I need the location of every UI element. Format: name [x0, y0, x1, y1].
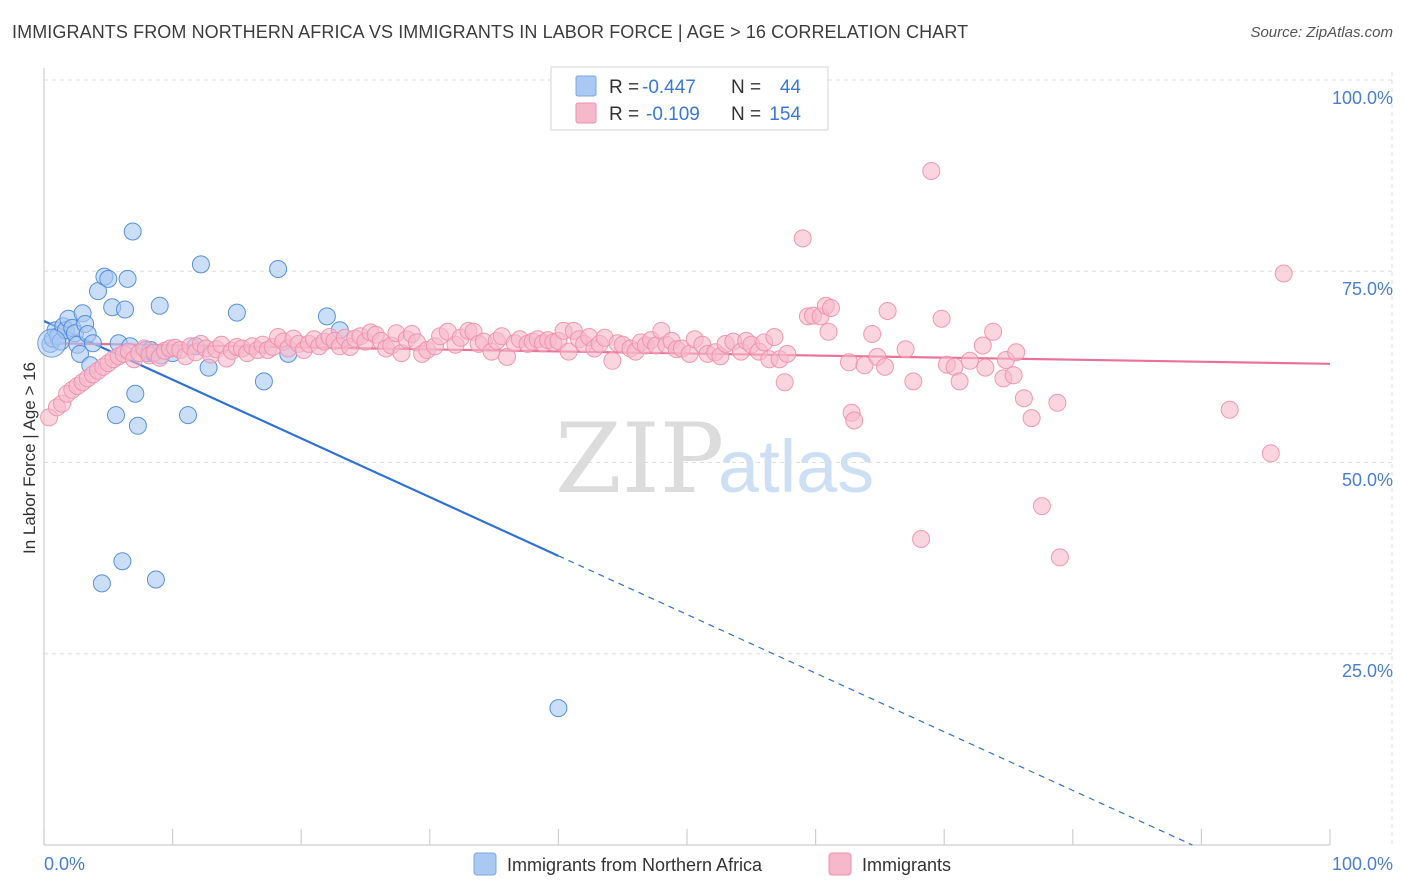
point-northern-africa-20	[99, 269, 118, 288]
chart-title: IMMIGRANTS FROM NORTHERN AFRICA VS IMMIG…	[12, 22, 969, 42]
stats-r-value-pink: -0.109	[646, 104, 700, 125]
point-northern-africa-22	[107, 406, 125, 425]
point-northern-africa-35	[146, 570, 165, 589]
point-immigrants-159	[950, 372, 969, 391]
stats-r-label-blue: R =	[609, 77, 639, 98]
point-immigrants-137	[793, 229, 812, 248]
point-northern-africa-24	[113, 552, 132, 571]
point-immigrants-169	[1022, 409, 1041, 428]
trend-lines	[43, 319, 1331, 846]
point-immigrants-150	[876, 357, 894, 376]
point-immigrants-171	[1048, 393, 1067, 412]
stats-box: R = -0.447 N = 44 R = -0.109 N = 154	[550, 66, 829, 131]
x-tick-label-max: 100.0%	[1332, 854, 1393, 874]
legend-swatch-immigrants	[828, 852, 852, 876]
point-immigrants-166	[1004, 366, 1023, 385]
point-immigrants-135	[775, 373, 794, 392]
trend-line-northern-africa-extrapolated	[558, 555, 1193, 846]
point-northern-africa-37	[150, 296, 169, 315]
point-immigrants-105	[603, 351, 622, 370]
point-northern-africa-26	[118, 269, 137, 288]
legend-label-northern-africa: Immigrants from Northern Africa	[507, 855, 763, 875]
point-immigrants-161	[973, 336, 992, 355]
point-northern-africa-49	[549, 699, 568, 718]
point-immigrants-175	[1274, 264, 1293, 283]
point-immigrants-97	[559, 342, 578, 361]
point-immigrants-170	[1032, 497, 1051, 516]
stats-box-frame	[550, 66, 829, 131]
stats-n-value-pink: 154	[769, 104, 801, 125]
point-northern-africa-30	[128, 416, 147, 435]
point-immigrants-136	[778, 344, 797, 363]
watermark-atlas: atlas	[718, 425, 874, 508]
stats-r-value-blue: -0.447	[642, 77, 696, 98]
point-northern-africa-16	[83, 334, 102, 353]
source-label: Source: ZipAtlas.com	[1250, 24, 1393, 41]
x-tick-label-min: 0.0%	[44, 854, 85, 874]
point-northern-africa-18	[92, 574, 111, 593]
point-immigrants-147	[855, 356, 874, 375]
point-immigrants-162	[976, 358, 995, 377]
point-immigrants-173	[1220, 400, 1239, 419]
point-immigrants-163	[984, 322, 1003, 341]
y-tick-label-25: 25.0%	[1342, 661, 1393, 681]
legend: Immigrants from Northern Africa Immigran…	[473, 852, 951, 876]
point-northern-africa-44	[254, 372, 273, 391]
axes	[43, 68, 1331, 846]
y-tick-label-75: 75.0%	[1342, 279, 1393, 299]
stats-n-label-blue: N =	[731, 77, 761, 98]
point-northern-africa-cluster	[37, 328, 67, 358]
point-immigrants-160	[960, 351, 979, 370]
point-immigrants-144	[840, 353, 858, 372]
point-northern-africa-11	[71, 344, 89, 363]
point-immigrants-154	[912, 530, 931, 548]
y-tick-label-50: 50.0%	[1342, 470, 1393, 490]
point-northern-africa-29	[126, 384, 145, 403]
gridlines	[44, 72, 1393, 845]
legend-label-immigrants: Immigrants	[862, 855, 951, 875]
point-immigrants-156	[932, 309, 951, 328]
watermark-zip: ZIP	[555, 403, 724, 515]
point-immigrants-174	[1261, 444, 1280, 463]
legend-swatch-northern-africa	[473, 852, 497, 876]
point-immigrants-168	[1014, 389, 1033, 408]
point-immigrants-167	[1007, 343, 1026, 362]
point-immigrants-143	[822, 299, 840, 317]
point-immigrants-133	[765, 328, 784, 346]
data-points	[37, 162, 1293, 718]
point-immigrants-86	[498, 347, 516, 366]
y-tick-label-100: 100.0%	[1332, 88, 1393, 108]
point-immigrants-153	[904, 372, 923, 391]
stats-r-label-pink: R =	[609, 104, 639, 125]
point-northern-africa-39	[179, 406, 197, 425]
point-northern-africa-47	[317, 307, 336, 326]
stats-swatch-blue	[575, 75, 597, 97]
stats-n-label-pink: N =	[731, 104, 761, 125]
point-immigrants-142	[819, 322, 838, 341]
point-northern-africa-45	[269, 260, 288, 278]
point-northern-africa-41	[191, 255, 210, 274]
y-axis-title: In Labor Force | Age > 16	[20, 362, 39, 554]
point-immigrants-172	[1050, 548, 1069, 567]
point-immigrants-152	[896, 340, 915, 359]
point-northern-africa-28	[123, 222, 142, 241]
point-immigrants-151	[878, 302, 897, 320]
point-immigrants-146	[845, 411, 864, 430]
point-northern-africa-43	[227, 303, 246, 322]
stats-swatch-pink	[575, 102, 597, 124]
stats-n-value-blue: 44	[780, 77, 802, 98]
point-immigrants-148	[863, 325, 882, 343]
point-northern-africa-25	[116, 300, 134, 319]
point-immigrants-155	[922, 162, 941, 180]
